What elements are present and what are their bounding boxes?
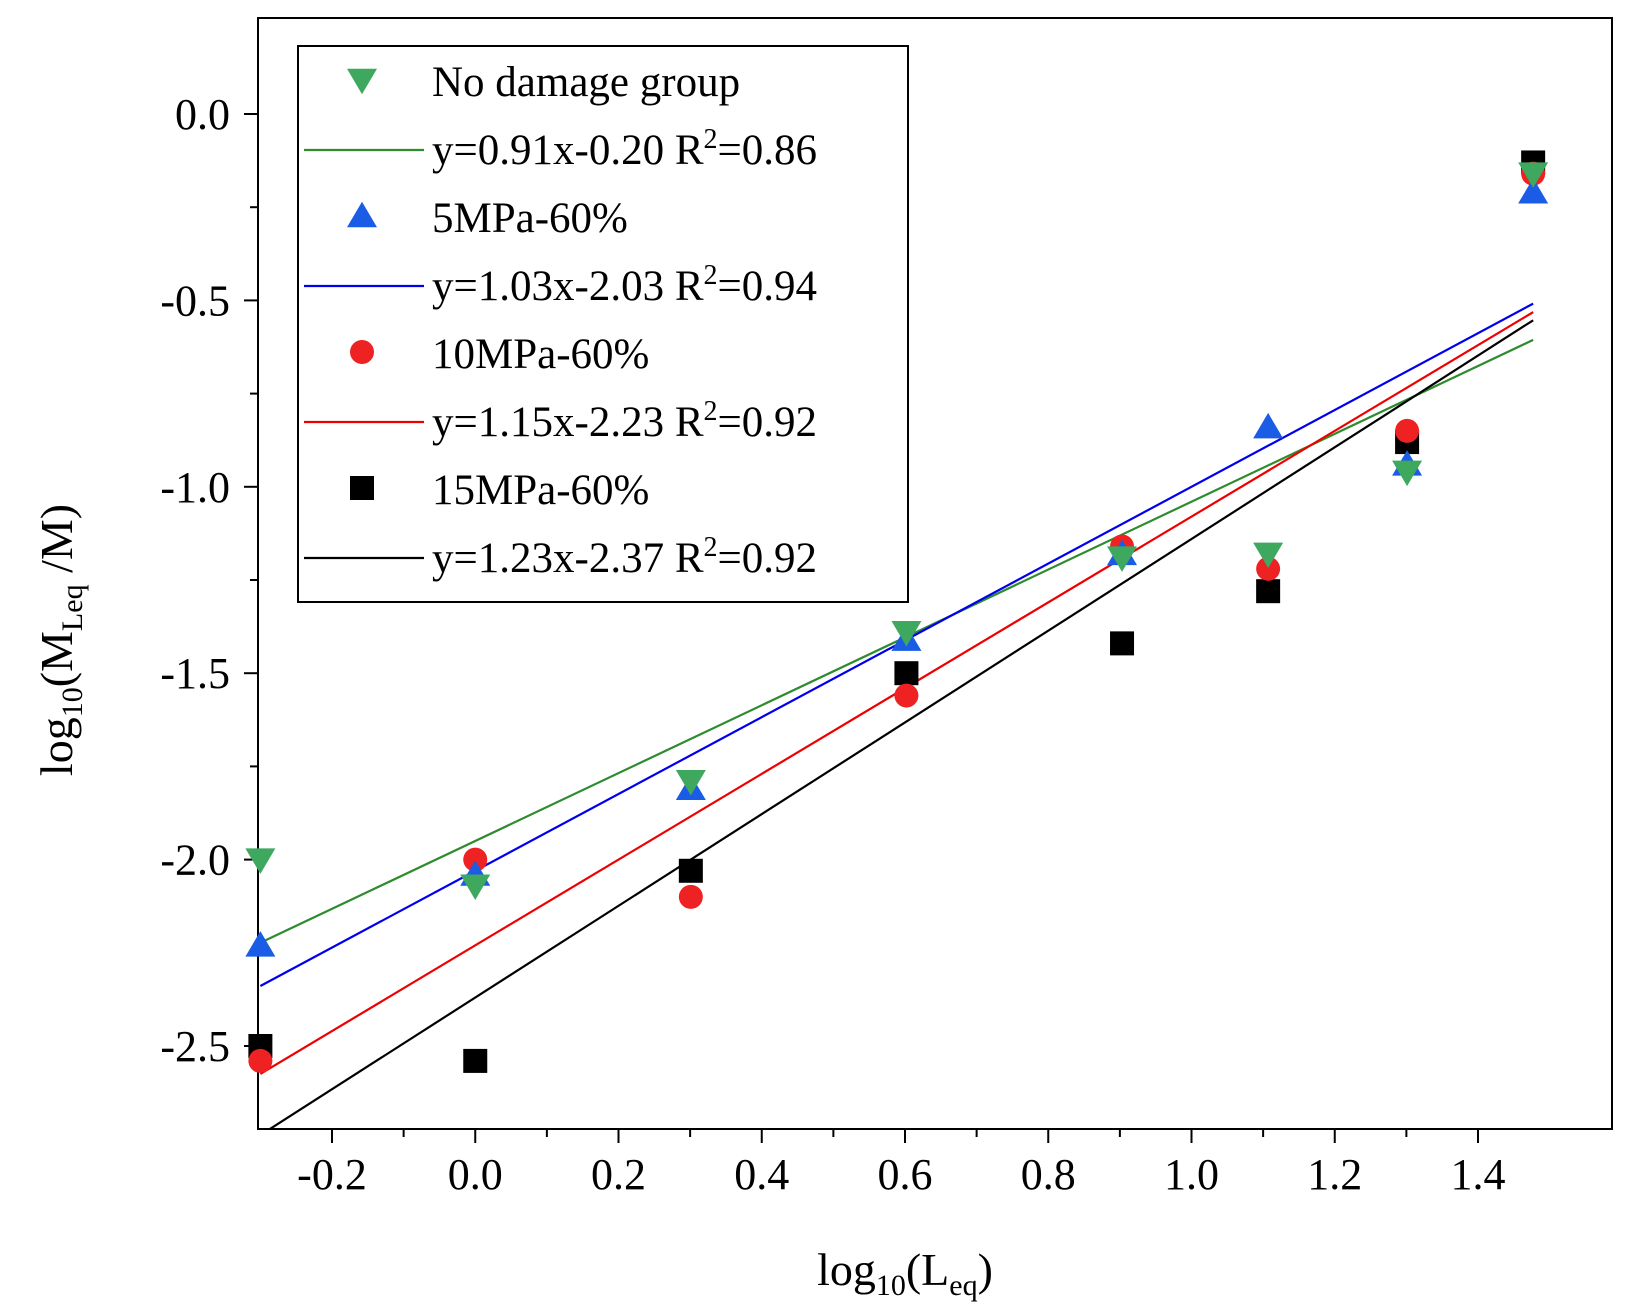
data-markers (245, 150, 1549, 1073)
data-point (894, 661, 919, 686)
data-point (675, 770, 706, 796)
data-point (678, 858, 703, 883)
plot-frame (257, 17, 1613, 1130)
data-point (248, 1048, 273, 1073)
x-axis: -0.2 0.0 0.2 0.4 0.6 0.8 1.0 1.2 1.4 (297, 1129, 1506, 1199)
x-tick-label: 0.4 (734, 1150, 789, 1199)
legend-fit-label: y=1.15x-2.23 R2=0.92 (432, 396, 817, 446)
data-point (245, 848, 276, 874)
data-point (894, 683, 919, 708)
x-tick-label: 0.0 (448, 1150, 503, 1199)
legend-label: 10MPa-60% (432, 331, 649, 378)
data-point (245, 931, 276, 957)
legend-fit-label: y=0.91x-0.20 R2=0.86 (432, 124, 817, 174)
y-tick-label: -2.0 (160, 836, 230, 885)
data-point (1253, 542, 1284, 569)
x-tick-label: 0.2 (591, 1150, 646, 1199)
legend-fit-label: y=1.23x-2.37 R2=0.92 (432, 532, 817, 582)
data-point (1395, 418, 1420, 443)
data-point (1107, 546, 1138, 572)
data-point (1253, 412, 1284, 439)
data-point (1110, 631, 1135, 656)
data-point (678, 884, 703, 909)
data-point (891, 620, 922, 647)
x-tick-label: -0.2 (297, 1150, 367, 1199)
y-axis-title: log10(MLeq /M) (31, 504, 89, 776)
legend-marker (347, 68, 377, 95)
y-tick-label: -1.0 (160, 463, 230, 512)
y-tick-label: -0.5 (160, 276, 230, 325)
data-point (1256, 579, 1281, 604)
legend-label: No damage group (432, 59, 740, 106)
y-axis: 0.0 -0.5 -1.0 -1.5 -2.0 -2.5 (160, 90, 258, 1071)
data-point (1518, 162, 1549, 188)
legend-label: 15MPa-60% (432, 467, 649, 514)
data-point (460, 874, 491, 900)
x-tick-label: 0.6 (878, 1150, 933, 1199)
legend-box (297, 45, 909, 603)
x-tick-label: 0.8 (1021, 1150, 1076, 1199)
legend-marker (350, 340, 374, 364)
data-point (463, 1048, 488, 1073)
legend-label: 5MPa-60% (432, 195, 628, 242)
legend-marker (347, 201, 377, 228)
legend-marker (350, 476, 374, 500)
y-tick-label: 0.0 (175, 90, 230, 139)
x-tick-label: 1.2 (1307, 1150, 1362, 1199)
legend: No damage group y=0.91x-0.20 R2=0.86 5MPa-… (297, 45, 909, 603)
data-point (1256, 556, 1281, 581)
fit-line (267, 319, 1534, 1129)
legend-fit-label: y=1.03x-2.03 R2=0.94 (432, 260, 817, 310)
x-tick-label: 1.0 (1164, 1150, 1219, 1199)
data-point (463, 847, 488, 872)
data-point (1518, 178, 1549, 204)
x-axis-title: log10(Leq) (817, 1244, 993, 1302)
x-tick-label: 1.4 (1451, 1150, 1506, 1199)
y-tick-label: -1.5 (160, 649, 230, 698)
y-tick-label: -2.5 (160, 1022, 230, 1071)
data-point (1392, 460, 1423, 487)
